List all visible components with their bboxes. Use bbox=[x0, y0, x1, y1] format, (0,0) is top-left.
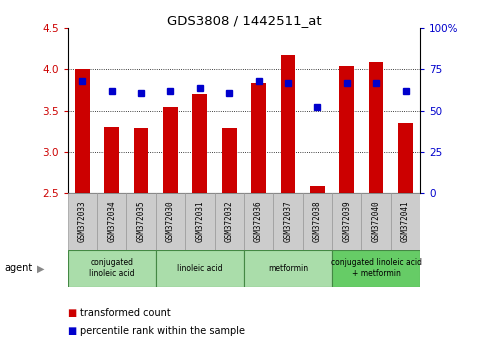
Text: GSM372037: GSM372037 bbox=[284, 200, 293, 242]
Bar bbox=[222, 128, 237, 193]
Bar bbox=[398, 123, 413, 193]
Bar bbox=[244, 193, 273, 250]
Bar bbox=[281, 55, 295, 193]
Bar bbox=[369, 62, 384, 193]
Bar bbox=[127, 193, 156, 250]
Text: ▶: ▶ bbox=[37, 263, 45, 273]
Bar bbox=[68, 193, 97, 250]
Bar bbox=[193, 94, 207, 193]
Text: GSM372038: GSM372038 bbox=[313, 200, 322, 242]
Text: transformed count: transformed count bbox=[80, 308, 170, 318]
Text: agent: agent bbox=[5, 263, 33, 273]
Text: GSM372030: GSM372030 bbox=[166, 200, 175, 242]
Text: conjugated
linoleic acid: conjugated linoleic acid bbox=[89, 258, 134, 278]
Text: GSM372040: GSM372040 bbox=[371, 200, 381, 242]
Bar bbox=[214, 193, 244, 250]
Bar bbox=[273, 193, 303, 250]
Bar bbox=[391, 193, 420, 250]
Bar bbox=[310, 185, 325, 193]
Bar bbox=[340, 66, 354, 193]
Text: GSM372036: GSM372036 bbox=[254, 200, 263, 242]
Bar bbox=[303, 193, 332, 250]
Text: conjugated linoleic acid
+ metformin: conjugated linoleic acid + metformin bbox=[331, 258, 422, 278]
Bar bbox=[332, 193, 361, 250]
Bar bbox=[244, 250, 332, 287]
Title: GDS3808 / 1442511_at: GDS3808 / 1442511_at bbox=[167, 14, 321, 27]
Text: GSM372035: GSM372035 bbox=[137, 200, 145, 242]
Text: percentile rank within the sample: percentile rank within the sample bbox=[80, 326, 245, 336]
Bar bbox=[185, 193, 214, 250]
Bar bbox=[104, 127, 119, 193]
Text: GSM372041: GSM372041 bbox=[401, 200, 410, 242]
Text: GSM372032: GSM372032 bbox=[225, 200, 234, 242]
Bar bbox=[163, 107, 178, 193]
Bar bbox=[68, 250, 156, 287]
Bar bbox=[156, 250, 244, 287]
Bar bbox=[97, 193, 127, 250]
Text: linoleic acid: linoleic acid bbox=[177, 264, 223, 273]
Text: metformin: metformin bbox=[268, 264, 308, 273]
Bar bbox=[134, 128, 148, 193]
Text: GSM372033: GSM372033 bbox=[78, 200, 87, 242]
Bar bbox=[251, 82, 266, 193]
Bar bbox=[332, 250, 420, 287]
Text: ■: ■ bbox=[68, 326, 77, 336]
Bar bbox=[156, 193, 185, 250]
Bar bbox=[75, 69, 90, 193]
Text: GSM372031: GSM372031 bbox=[195, 200, 204, 242]
Text: GSM372034: GSM372034 bbox=[107, 200, 116, 242]
Text: ■: ■ bbox=[68, 308, 77, 318]
Text: GSM372039: GSM372039 bbox=[342, 200, 351, 242]
Bar bbox=[361, 193, 391, 250]
